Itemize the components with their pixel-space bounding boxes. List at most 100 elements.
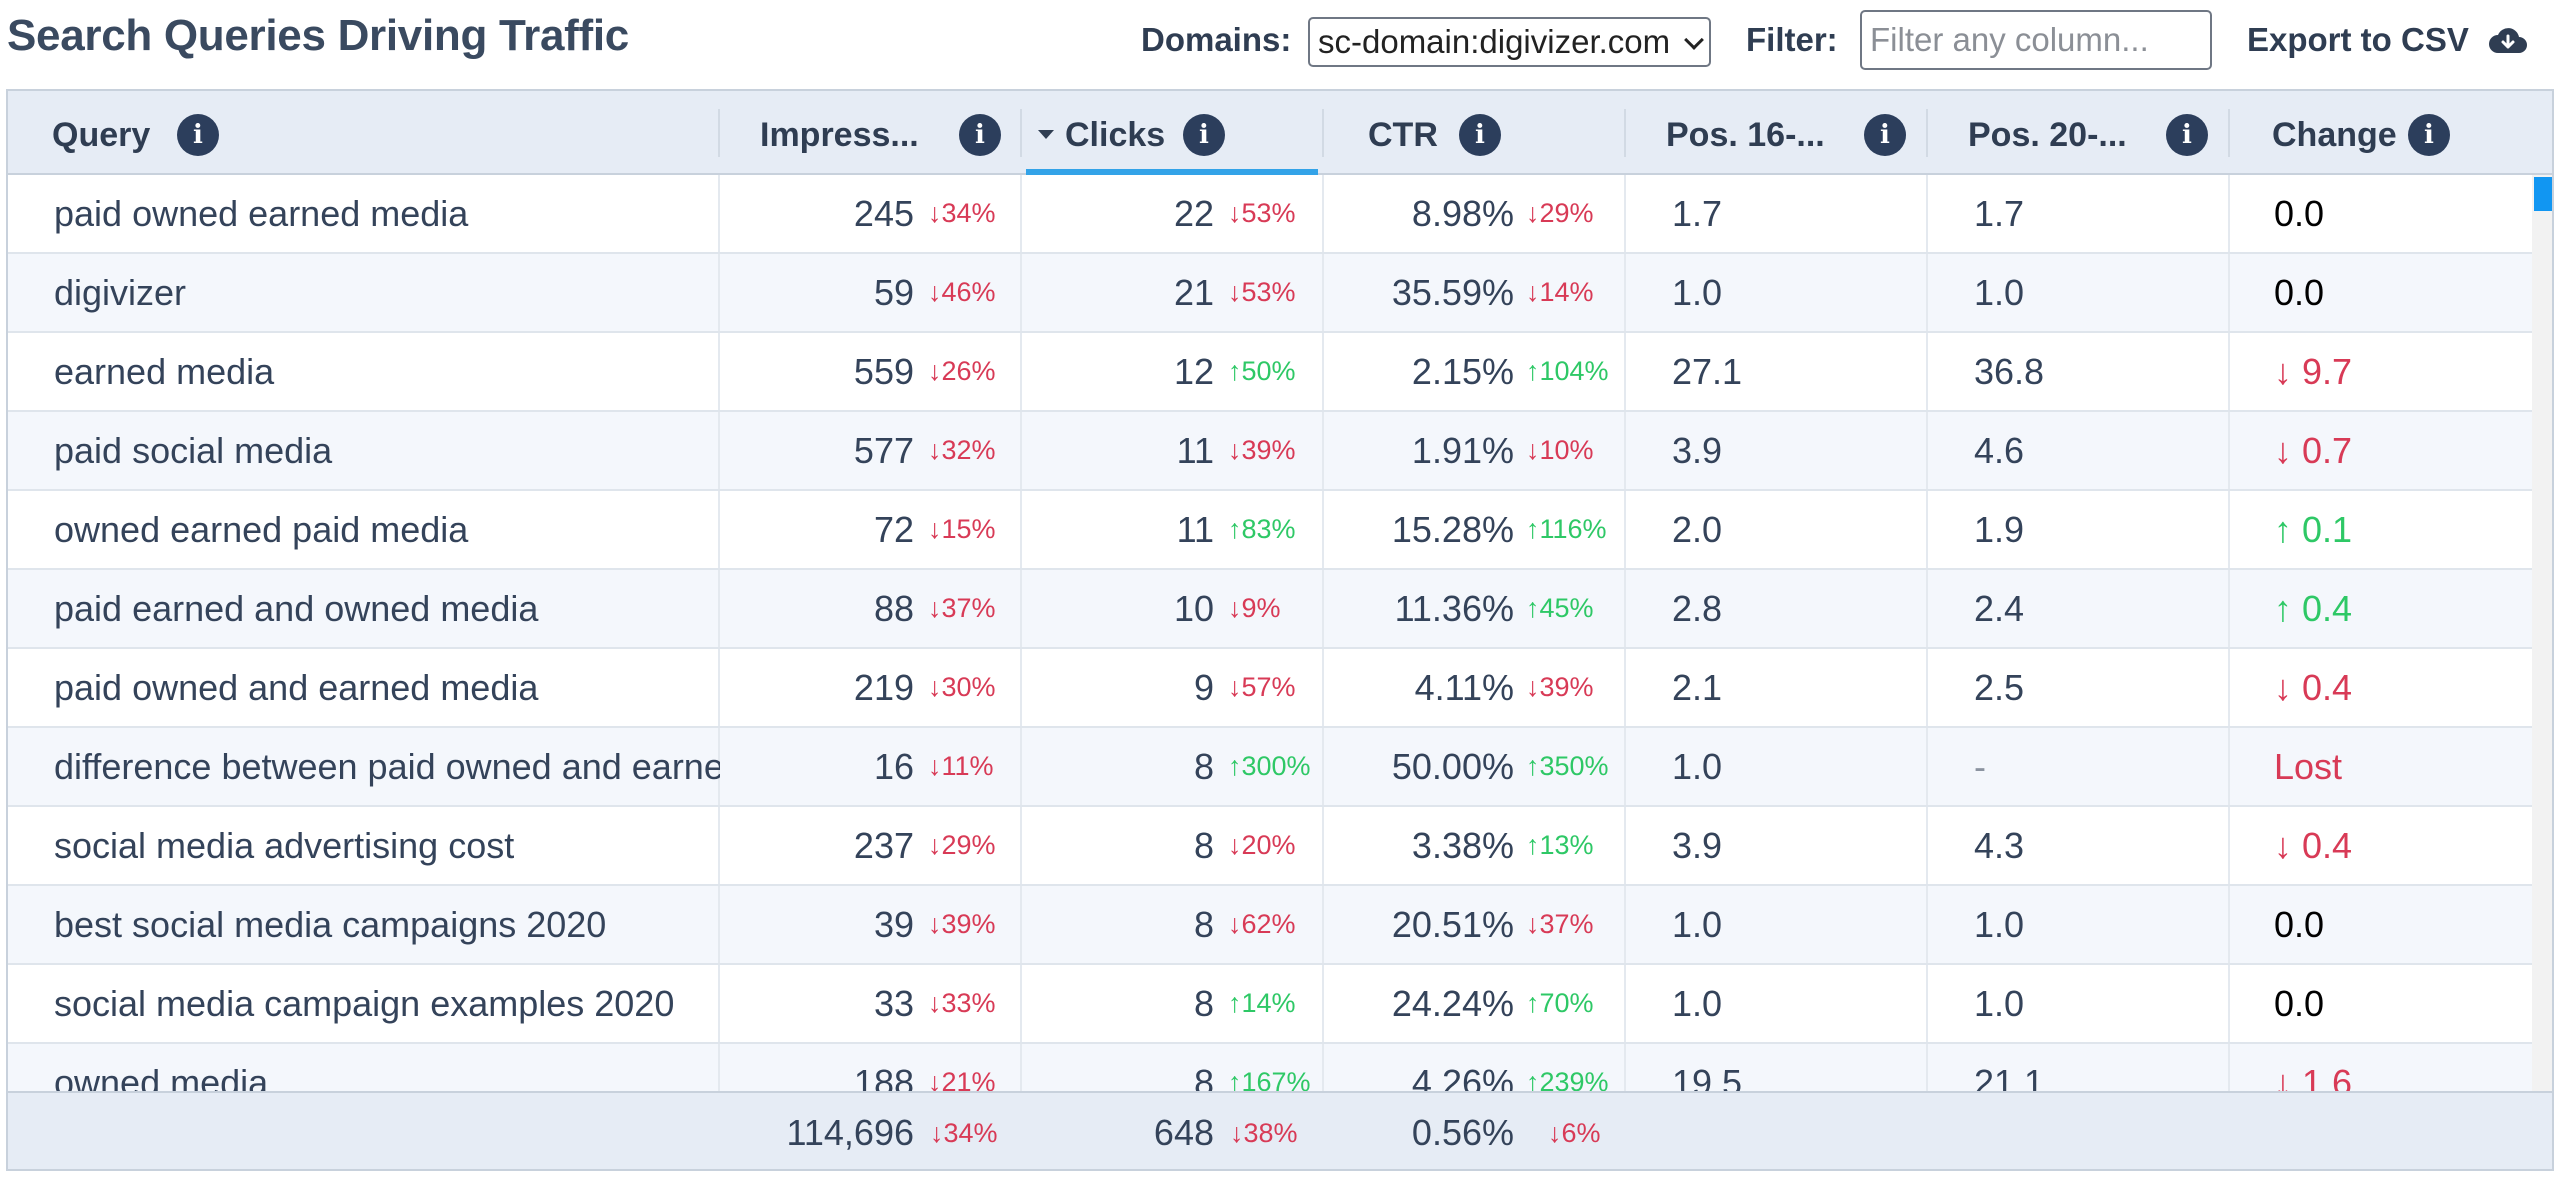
clicks-cell: 8 (1193, 904, 1214, 945)
filter-input[interactable] (1860, 10, 2212, 70)
cell-divider (1020, 333, 1022, 410)
cell-divider (1322, 175, 1324, 252)
info-icon[interactable]: i (1459, 114, 1501, 156)
cell-divider (2228, 1044, 2230, 1091)
cell-divider (1624, 175, 1626, 252)
column-header-pos-2[interactable]: Pos. 20-... i (1928, 91, 2228, 173)
ctr-change: ↑116% (1526, 514, 1607, 544)
change-cell: 0.0 (2274, 193, 2325, 234)
column-divider[interactable] (1624, 109, 1626, 157)
cell-divider (1322, 491, 1324, 568)
cell-divider (718, 1044, 720, 1091)
cloud-download-icon[interactable] (2488, 26, 2528, 56)
info-icon[interactable]: i (959, 114, 1001, 156)
column-header-ctr[interactable]: CTR i (1324, 91, 1624, 173)
info-icon[interactable]: i (1864, 114, 1906, 156)
pos-2-cell: 4.6 (1974, 430, 2025, 471)
table-row[interactable]: social media campaign examples 2020 33 ↓33… (8, 965, 2532, 1044)
clicks-change: ↑50% (1228, 356, 1296, 386)
table-row[interactable]: paid owned and earned media 219 ↓30% 9 ↓57% 4… (8, 649, 2532, 728)
sort-indicator (1026, 169, 1318, 175)
info-icon[interactable]: i (2408, 114, 2450, 156)
column-header-query[interactable]: Query i (8, 91, 718, 173)
cell-divider (1322, 965, 1324, 1042)
table-row[interactable]: difference between paid owned and earned… (8, 728, 2532, 807)
scrollbar-thumb[interactable] (2534, 177, 2552, 211)
table-row[interactable]: owned earned paid media 72 ↓15% 11 ↑83% 15.28… (8, 491, 2532, 570)
cell-divider (718, 491, 720, 568)
impressions-cell: 59 (873, 272, 914, 313)
impressions-cell: 39 (873, 904, 914, 945)
column-divider[interactable] (1020, 109, 1022, 157)
pos-2-cell: 1.9 (1974, 509, 2025, 550)
column-label: Impress... (760, 116, 919, 154)
total-clicks: 648 (1153, 1112, 1214, 1153)
ctr-change: ↑104% (1526, 356, 1609, 386)
info-icon[interactable]: i (177, 114, 219, 156)
column-divider[interactable] (1926, 109, 1928, 157)
clicks-cell: 11 (1176, 509, 1214, 550)
cell-divider (1926, 1044, 1928, 1091)
change-cell: 0.0 (2274, 983, 2325, 1024)
clicks-cell: 12 (1173, 351, 1214, 392)
column-header-pos-1[interactable]: Pos. 16-... i (1626, 91, 1926, 173)
info-icon[interactable]: i (2166, 114, 2208, 156)
impressions-cell: 72 (873, 509, 914, 550)
vertical-scrollbar[interactable] (2532, 175, 2552, 1091)
info-icon[interactable]: i (1183, 114, 1225, 156)
column-divider[interactable] (718, 109, 720, 157)
table-body[interactable]: paid owned earned media 245 ↓34% 22 ↓53% 8.98… (8, 175, 2532, 1091)
table-row[interactable]: social media advertising cost 237 ↓29% 8 ↓20… (8, 807, 2532, 886)
cell-divider (1624, 333, 1626, 410)
export-csv-button[interactable]: Export to CSV (2247, 21, 2469, 58)
cell-divider (1322, 649, 1324, 726)
ctr-change: ↑350% (1526, 751, 1609, 781)
cell-divider (1322, 886, 1324, 963)
column-header-change[interactable]: Change i (2230, 91, 2532, 173)
column-header-impressions[interactable]: Impress... i (720, 91, 1020, 173)
ctr-cell: 50.00% (1391, 746, 1514, 787)
table-row[interactable]: paid earned and owned media 88 ↓37% 10 ↓9% 11… (8, 570, 2532, 649)
domain-select[interactable]: sc-domain:digivizer.com (1308, 17, 1711, 67)
table-row[interactable]: digivizer 59 ↓46% 21 ↓53% 35.59% ↓14% 1.0 1.0 0.0 (8, 254, 2532, 333)
column-divider[interactable] (1322, 109, 1324, 157)
cell-divider (2228, 886, 2230, 963)
domain-select-value: sc-domain:digivizer.com (1318, 23, 1671, 60)
cell-divider (1020, 728, 1022, 805)
clicks-cell: 8 (1193, 983, 1214, 1024)
cell-divider (2228, 175, 2230, 252)
clicks-change: ↑14% (1228, 988, 1296, 1018)
impressions-cell: 88 (873, 588, 914, 629)
table-row[interactable]: best social media campaigns 2020 39 ↓39% 8 ↓… (8, 886, 2532, 965)
cell-divider (1020, 649, 1022, 726)
column-header-clicks[interactable]: Clicks i (1022, 91, 1322, 175)
query-cell: paid owned earned media (54, 193, 469, 234)
pos-1-cell: 2.0 (1672, 509, 1723, 550)
cell-divider (1926, 886, 1928, 963)
ctr-change: ↓10% (1526, 435, 1594, 465)
table-row[interactable]: paid social media 577 ↓32% 11 ↓39% 1.91% ↓10% 3… (8, 412, 2532, 491)
table-row[interactable]: earned media 559 ↓26% 12 ↑50% 2.15% ↑104% 27.1 3… (8, 333, 2532, 412)
query-cell: paid social media (54, 430, 333, 471)
page-title: Search Queries Driving Traffic (7, 11, 629, 60)
queries-table: Query i Impress... i Clicks i CTR i Pos.… (6, 89, 2554, 1171)
table-row[interactable]: owned media 188 ↓21% 8 ↑167% 4.26% ↑239% 19.5 21… (8, 1044, 2532, 1091)
impressions-change: ↓39% (928, 909, 996, 939)
ctr-cell: 11.36% (1394, 588, 1514, 629)
table-row[interactable]: paid owned earned media 245 ↓34% 22 ↓53% 8.98… (8, 175, 2532, 254)
ctr-cell: 35.59% (1391, 272, 1514, 313)
pos-1-cell: 1.7 (1672, 193, 1723, 234)
ctr-change: ↑70% (1526, 988, 1594, 1018)
change-cell: 0.0 (2274, 904, 2325, 945)
cell-divider (1020, 807, 1022, 884)
cell-divider (1020, 254, 1022, 331)
pos-1-cell: 3.9 (1672, 430, 1723, 471)
column-divider[interactable] (2228, 109, 2230, 157)
clicks-cell: 11 (1176, 430, 1214, 471)
ctr-change: ↓39% (1526, 672, 1594, 702)
total-ctr-change: ↓6% (1548, 1118, 1601, 1148)
ctr-change: ↑239% (1526, 1067, 1609, 1091)
cell-divider (1624, 728, 1626, 805)
impressions-change: ↓29% (928, 830, 996, 860)
clicks-change: ↓9% (1228, 593, 1281, 623)
